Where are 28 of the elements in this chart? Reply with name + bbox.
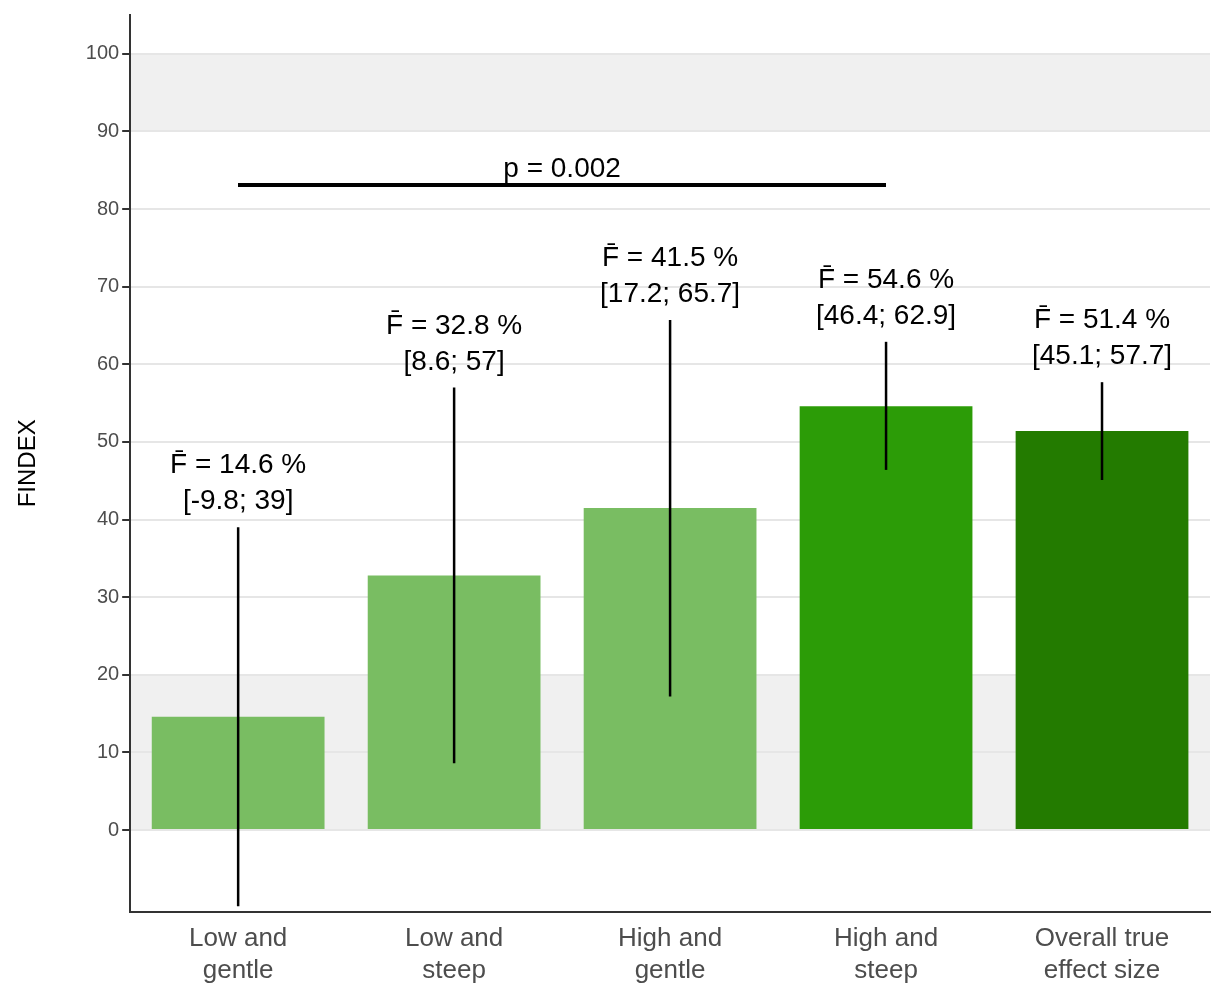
y-tick-label: 40 bbox=[96, 507, 120, 530]
annotation: F̄ = 32.8 % [8.6; 57] bbox=[386, 308, 523, 376]
x-tick-label: Low and gentle bbox=[189, 922, 288, 984]
y-tick-label: 60 bbox=[96, 351, 120, 374]
annotation: F̄ = 51.4 % [45.1; 57.7] bbox=[1031, 303, 1173, 371]
y-tick-label: 90 bbox=[96, 118, 120, 141]
y-tick-label: 70 bbox=[96, 274, 120, 297]
bar bbox=[583, 507, 757, 830]
bar bbox=[799, 406, 973, 830]
bar bbox=[1015, 431, 1189, 830]
x-tick-label: High and gentle bbox=[618, 922, 723, 984]
y-axis-title: FINDEX bbox=[13, 419, 41, 508]
y-tick-label: 30 bbox=[96, 584, 120, 607]
bar bbox=[367, 575, 541, 830]
y-tick-label: 0 bbox=[108, 817, 120, 840]
y-tick-label: 100 bbox=[85, 41, 120, 64]
y-tick-label: 50 bbox=[96, 429, 120, 452]
x-tick-label: High and steep bbox=[834, 922, 939, 984]
x-tick-label: Overall true effect size bbox=[1034, 922, 1170, 984]
bar bbox=[151, 716, 325, 830]
y-tick-label: 10 bbox=[96, 739, 120, 762]
annotation: F̄ = 14.6 % [-9.8; 39] bbox=[170, 448, 307, 516]
annotation: F̄ = 54.6 % [46.4; 62.9] bbox=[816, 262, 957, 330]
y-tick-label: 80 bbox=[96, 196, 120, 219]
x-tick-label: Low and steep bbox=[404, 922, 504, 984]
y-tick-label: 20 bbox=[96, 662, 120, 685]
annotation: F̄ = 41.5 % [17.2; 65.7] bbox=[600, 241, 741, 309]
annotation: p = 0.002 bbox=[503, 152, 621, 184]
